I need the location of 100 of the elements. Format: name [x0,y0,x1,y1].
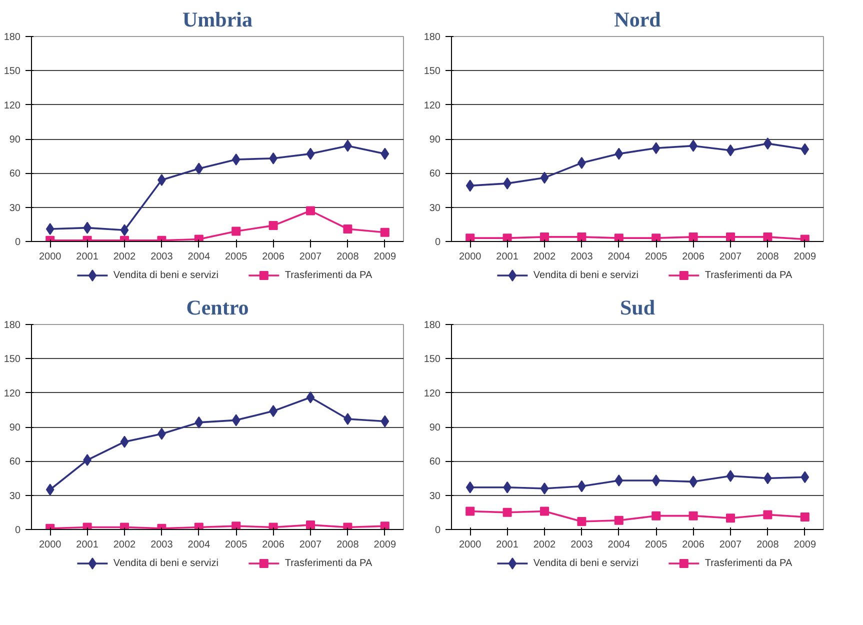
x-tick-label: 2000 [38,540,62,550]
chart-title: Nord [614,8,662,32]
point [232,154,240,166]
point [120,224,129,236]
x-tick-label: 2005 [644,540,668,550]
x-tick-label: 2009 [794,252,816,262]
point [194,234,204,242]
y-tick-label: 120 [4,388,21,400]
chart-title: Sud [620,296,656,320]
y-tick-label: 0 [14,237,21,248]
x-tick-label: 2009 [374,252,396,262]
y-tick-label: 60 [9,168,21,180]
x-tick-label: 2001 [496,540,519,550]
y-tick-label: 90 [429,422,441,434]
y-tick-label: 30 [429,202,441,214]
x-tick-label: 2002 [113,252,136,262]
point [540,482,549,494]
x-tick-label: 2000 [458,540,482,550]
point [466,506,475,516]
point [688,511,698,520]
y-tick-label: 180 [424,320,441,331]
legend-label: Vendita di beni e servizi [533,270,638,281]
x-tick-label: 2002 [533,540,556,550]
x-tick-label: 2003 [570,252,594,262]
y-tick-label: 150 [4,354,21,366]
point [194,522,204,530]
x-tick-label: 2003 [150,252,174,262]
y-tick-label: 30 [9,490,21,502]
point [800,143,810,156]
x-tick-label: 2007 [299,252,322,262]
point [343,522,352,530]
legend-label: Vendita di beni e servizi [533,558,638,569]
point [194,416,204,428]
point [306,520,315,530]
x-tick-label: 2007 [719,540,742,550]
x-tick-label: 2004 [188,540,210,550]
point [268,221,278,230]
legend-label: Trasferimenti da PA [284,270,372,281]
y-tick-label: 150 [4,66,21,78]
point [726,514,735,523]
point [502,234,512,242]
point [306,206,315,216]
y-tick-label: 0 [434,525,441,536]
point [763,232,772,242]
point [380,148,390,160]
point [614,516,624,525]
x-tick-label: 2004 [608,252,630,262]
point [577,517,586,526]
x-tick-label: 2006 [262,252,285,262]
legend-label: Trasferimenti da PA [704,558,792,569]
x-tick-label: 2003 [150,540,174,550]
point [800,234,810,242]
x-tick-label: 2001 [496,252,519,262]
point [540,232,549,242]
point [688,232,698,242]
x-tick-label: 2006 [682,252,705,262]
point [726,144,735,156]
y-tick-label: 30 [9,202,21,214]
y-tick-label: 30 [429,490,441,502]
x-tick-label: 2005 [224,252,248,262]
point [232,414,240,426]
point [194,162,204,175]
y-tick-label: 180 [424,32,441,43]
point [120,436,129,448]
y-tick-label: 60 [9,456,21,468]
point [726,470,735,482]
point [380,415,390,428]
point [466,180,474,192]
x-tick-label: 2006 [682,540,705,550]
point [652,474,660,487]
x-tick-label: 2002 [533,252,556,262]
point [120,522,129,530]
chart-title: Umbria [182,8,253,32]
x-tick-label: 2008 [336,540,360,550]
x-tick-label: 2009 [794,540,816,550]
y-tick-label: 90 [9,134,21,146]
point [800,471,810,484]
legend-label: Trasferimenti da PA [284,558,372,569]
point [726,232,735,242]
x-tick-label: 2009 [374,540,396,550]
point [232,522,241,530]
point [380,228,390,237]
x-tick-label: 2000 [458,252,482,262]
x-tick-label: 2001 [76,540,99,550]
chart-title: Centro [186,296,249,320]
legend-label: Vendita di beni e servizi [113,270,218,281]
point [652,234,661,242]
y-tick-label: 0 [434,237,441,248]
y-tick-label: 0 [14,525,21,536]
x-tick-label: 2008 [756,252,780,262]
point [232,226,241,236]
point [158,174,166,186]
x-tick-label: 2008 [756,540,780,550]
point [540,172,549,184]
y-tick-label: 90 [9,422,21,434]
point [614,234,624,242]
x-tick-label: 2004 [608,540,630,550]
point [466,481,474,494]
y-tick-label: 60 [429,456,441,468]
y-tick-label: 120 [424,100,441,112]
